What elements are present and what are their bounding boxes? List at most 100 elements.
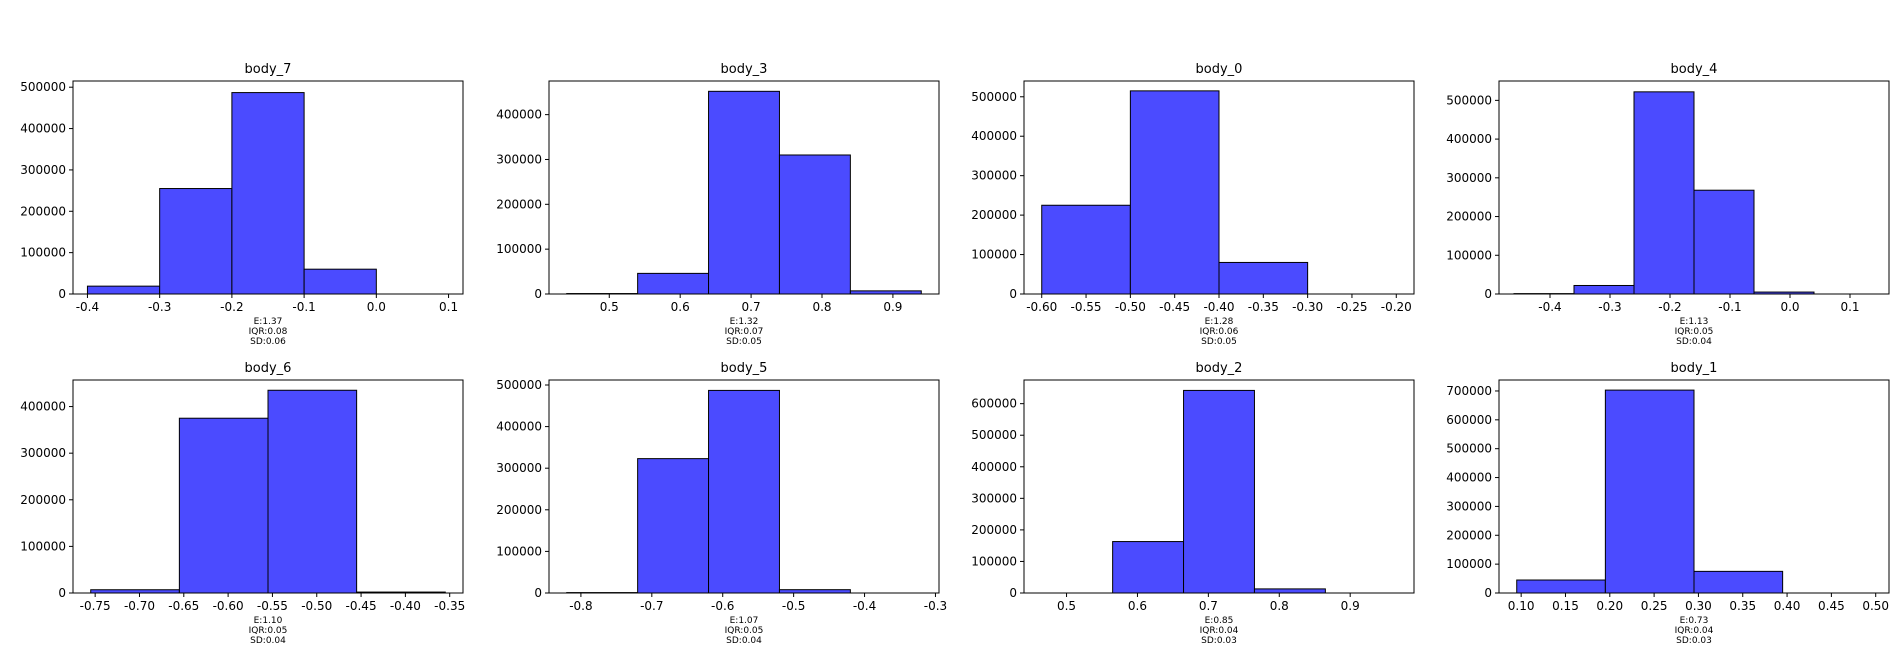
histogram-bar (1218, 261, 1309, 295)
x-tick-label: 0.6 (1128, 599, 1147, 613)
histogram-bar (159, 188, 233, 295)
y-tick-label: 300000 (1446, 499, 1492, 513)
histogram-bar (303, 268, 377, 295)
stats-annotation: E:1.10 (254, 616, 283, 626)
y-tick-label: 300000 (496, 461, 542, 475)
histogram-panel-body_2: body_2 0.5 0.6 0.7 0.8 0.9 0 100000 200000 300000… (971, 361, 1415, 646)
histogram-panel-body_6: body_6 -0.75 -0.70 -0.65 -0.60 -0.55 -0.50 -0.4… (20, 361, 465, 646)
histogram-bar (1604, 389, 1695, 594)
x-tick-label: -0.4 (1538, 300, 1561, 314)
x-tick-label: 0.20 (1596, 599, 1623, 613)
chart-title: body_4 (1671, 62, 1718, 77)
y-tick-label: 0 (58, 287, 66, 301)
histogram-bar (1112, 541, 1185, 594)
stats-annotation: E:1.37 (254, 317, 283, 327)
stats-annotation: IQR:0.06 (1200, 327, 1239, 337)
histogram-bar (231, 92, 305, 295)
y-tick-label: 500000 (1446, 93, 1492, 107)
x-tick-label: 0.8 (1270, 599, 1289, 613)
stats-annotation: IQR:0.07 (725, 327, 764, 337)
x-tick-label: -0.75 (80, 599, 111, 613)
y-tick-label: 400000 (496, 420, 542, 434)
histogram-panel-body_5: body_5 -0.8 -0.7 -0.6 -0.5 -0.4 -0.3 0 100000 200… (496, 361, 947, 646)
x-tick-label: 0.9 (883, 300, 902, 314)
axes-frame (72, 80, 464, 295)
histogram-bar (1633, 91, 1695, 295)
y-tick-label: 600000 (1446, 413, 1492, 427)
y-tick-label: 0 (58, 586, 66, 600)
y-tick-label: 100000 (971, 248, 1017, 262)
stats-annotation: SD:0.04 (726, 636, 762, 646)
y-tick-label: 100000 (20, 246, 66, 260)
histogram-panel-body_7: body_7 -0.4 -0.3 -0.2 -0.1 0.0 0.1 0 100000 20000… (20, 62, 464, 347)
y-tick-label: 0 (1484, 586, 1492, 600)
axes-frame (1498, 80, 1890, 295)
histogram-panel-body_3: body_3 0.5 0.6 0.7 0.8 0.9 0 100000 200000 300000… (496, 62, 940, 347)
y-tick-label: 0 (1484, 287, 1492, 301)
y-tick-label: 600000 (971, 397, 1017, 411)
histogram-panel-body_1: body_1 0.10 0.15 0.20 0.25 0.30 0.35 0.40 0.45 0.… (1446, 361, 1890, 646)
y-tick-label: 300000 (1446, 171, 1492, 185)
x-tick-label: -0.6 (711, 599, 734, 613)
stats-annotation: E:1.07 (730, 616, 759, 626)
stats-annotation: E:1.28 (1205, 317, 1234, 327)
y-tick-label: 700000 (1446, 384, 1492, 398)
x-tick-label: 0.45 (1818, 599, 1845, 613)
y-tick-label: 400000 (1446, 132, 1492, 146)
y-tick-label: 100000 (496, 242, 542, 256)
chart-title: body_6 (245, 361, 292, 376)
x-tick-label: -0.20 (1381, 300, 1412, 314)
x-tick-label: -0.2 (1658, 300, 1681, 314)
x-tick-label: -0.60 (1026, 300, 1057, 314)
y-tick-label: 300000 (971, 491, 1017, 505)
stats-annotation: SD:0.04 (250, 636, 286, 646)
stats-annotation: SD:0.04 (1676, 337, 1712, 347)
stats-annotation: E:1.32 (730, 317, 759, 327)
histogram-bar (1693, 189, 1755, 295)
histogram-bar (1516, 579, 1606, 594)
chart-title: body_0 (1196, 62, 1243, 77)
x-tick-label: -0.4 (76, 300, 99, 314)
histogram-bar (86, 285, 161, 295)
y-tick-label: 300000 (20, 446, 66, 460)
x-tick-label: -0.1 (1718, 300, 1741, 314)
y-tick-label: 400000 (20, 122, 66, 136)
chart-title: body_7 (245, 62, 292, 77)
y-tick-label: 400000 (1446, 471, 1492, 485)
x-tick-label: -0.25 (1336, 300, 1367, 314)
x-tick-label: -0.30 (1292, 300, 1323, 314)
stats-annotation: IQR:0.05 (1675, 327, 1714, 337)
x-tick-label: 0.1 (439, 300, 458, 314)
stats-annotation: IQR:0.04 (1200, 626, 1239, 636)
x-tick-label: -0.1 (292, 300, 315, 314)
y-tick-label: 300000 (971, 169, 1017, 183)
x-tick-label: -0.3 (148, 300, 171, 314)
histogram-bar (1041, 204, 1131, 295)
y-tick-label: 200000 (971, 523, 1017, 537)
y-tick-label: 200000 (496, 503, 542, 517)
stats-annotation: E:0.73 (1680, 616, 1709, 626)
stats-annotation: IQR:0.04 (1675, 626, 1714, 636)
y-tick-label: 0 (1009, 586, 1017, 600)
axes-frame (548, 379, 940, 594)
stats-annotation: SD:0.03 (1676, 636, 1712, 646)
stats-annotation: IQR:0.05 (249, 626, 288, 636)
histogram-bar (1693, 570, 1784, 594)
x-tick-label: 0.9 (1341, 599, 1360, 613)
stats-annotation: E:0.85 (1205, 616, 1234, 626)
x-tick-label: 0.10 (1508, 599, 1535, 613)
y-tick-label: 200000 (1446, 210, 1492, 224)
x-tick-label: -0.50 (301, 599, 332, 613)
stats-annotation: IQR:0.05 (725, 626, 764, 636)
histogram-bar (708, 389, 780, 594)
stats-annotation: IQR:0.08 (249, 327, 288, 337)
x-tick-label: -0.50 (1115, 300, 1146, 314)
x-tick-label: 0.0 (367, 300, 386, 314)
stats-annotation: SD:0.05 (726, 337, 762, 347)
y-tick-label: 400000 (971, 129, 1017, 143)
y-tick-label: 400000 (971, 460, 1017, 474)
y-tick-label: 400000 (20, 400, 66, 414)
stats-annotation: SD:0.05 (1201, 337, 1237, 347)
y-tick-label: 200000 (20, 204, 66, 218)
